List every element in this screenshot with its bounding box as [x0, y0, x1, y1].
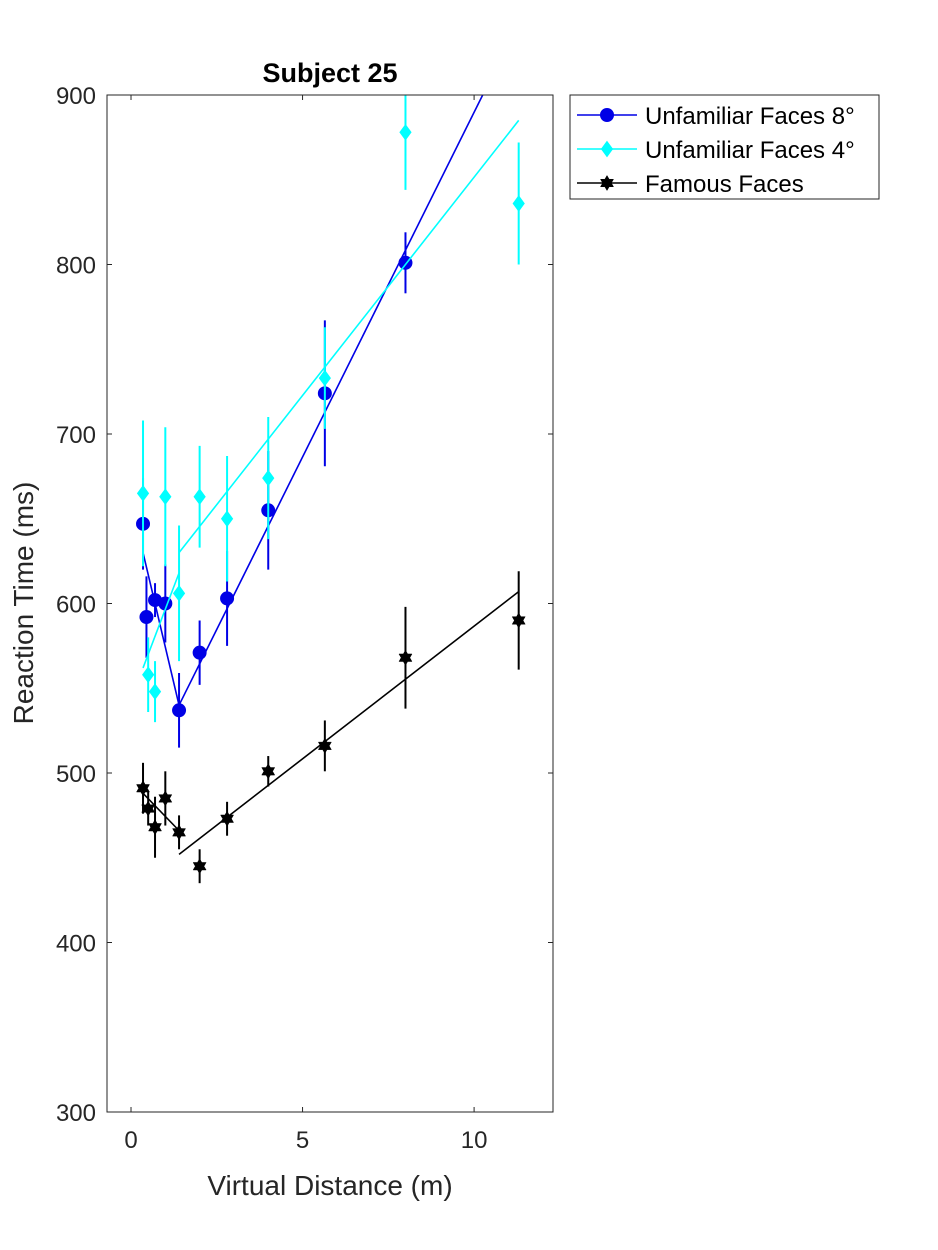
data-point-2-7 [261, 763, 276, 780]
data-point-0-5 [192, 645, 207, 660]
legend-marker-0 [600, 108, 614, 122]
legend-box [569, 94, 880, 200]
data-point-1-5 [193, 488, 206, 506]
data-point-1-2 [148, 683, 162, 700]
x-tick-label-2: 10 [461, 1127, 488, 1154]
legend-marker-1 [600, 140, 614, 158]
series-1 [136, 95, 525, 723]
y-tick-label-2: 500 [56, 761, 96, 788]
data-point-2-4 [172, 824, 186, 841]
data-point-1-7 [262, 469, 275, 487]
legend-entry-2: Famous Faces [577, 171, 804, 198]
data-point-1-3 [159, 488, 172, 506]
legend: Unfamiliar Faces 8° Unfamiliar Faces 4° Fa… [569, 94, 880, 200]
legend-entry-0: Unfamiliar Faces 8° [577, 103, 855, 130]
y-tick-label-3: 600 [56, 592, 96, 619]
fit-line-1-1 [178, 119, 520, 554]
data-point-1-10 [512, 195, 525, 212]
data-point-2-9 [398, 649, 413, 666]
legend-label-2: Famous Faces [645, 171, 804, 198]
data-point-0-4 [172, 703, 187, 718]
data-point-2-1 [141, 800, 156, 817]
chart-title: Subject 25 [262, 58, 397, 88]
axes-layer: 0 5 10 300 400 500 600 700 800 900 [56, 83, 554, 1154]
y-tick-label-4: 700 [56, 422, 96, 449]
data-point-2-6 [220, 810, 234, 827]
data-point-1-1 [142, 666, 155, 684]
data-point-1-0 [136, 484, 150, 502]
data-point-1-8 [318, 369, 331, 387]
data-point-2-3 [158, 790, 173, 807]
data-point-2-10 [511, 612, 526, 629]
legend-entry-1: Unfamiliar Faces 4° [577, 137, 855, 164]
data-point-1-9 [399, 123, 412, 141]
data-point-2-0 [136, 780, 150, 797]
plot-area [107, 95, 553, 1112]
plot-clip-group [136, 95, 526, 884]
fit-line-0-0 [142, 552, 180, 706]
y-tick-label-5: 800 [56, 253, 96, 280]
legend-label-0: Unfamiliar Faces 8° [645, 103, 855, 130]
x-tick-label-1: 5 [296, 1127, 309, 1154]
legend-marker-2 [600, 175, 614, 191]
y-axis-label: Reaction Time (ms) [8, 482, 39, 725]
y-tick-label-1: 400 [56, 931, 96, 958]
data-point-1-4 [172, 584, 186, 602]
series-2 [136, 571, 526, 884]
data-point-1-6 [220, 510, 234, 528]
plot-layer [136, 95, 526, 884]
x-tick-label-0: 0 [124, 1127, 137, 1154]
data-point-2-8 [317, 737, 332, 754]
y-tick-label-0: 300 [56, 1100, 96, 1127]
data-point-0-1 [139, 610, 154, 625]
data-point-2-5 [192, 858, 207, 875]
data-point-0-6 [220, 591, 235, 606]
x-axis-label: Virtual Distance (m) [207, 1170, 452, 1201]
data-point-2-2 [148, 819, 162, 836]
fit-line-2-1 [178, 591, 520, 855]
y-tick-label-6: 900 [56, 83, 96, 110]
legend-label-1: Unfamiliar Faces 4° [645, 137, 855, 164]
